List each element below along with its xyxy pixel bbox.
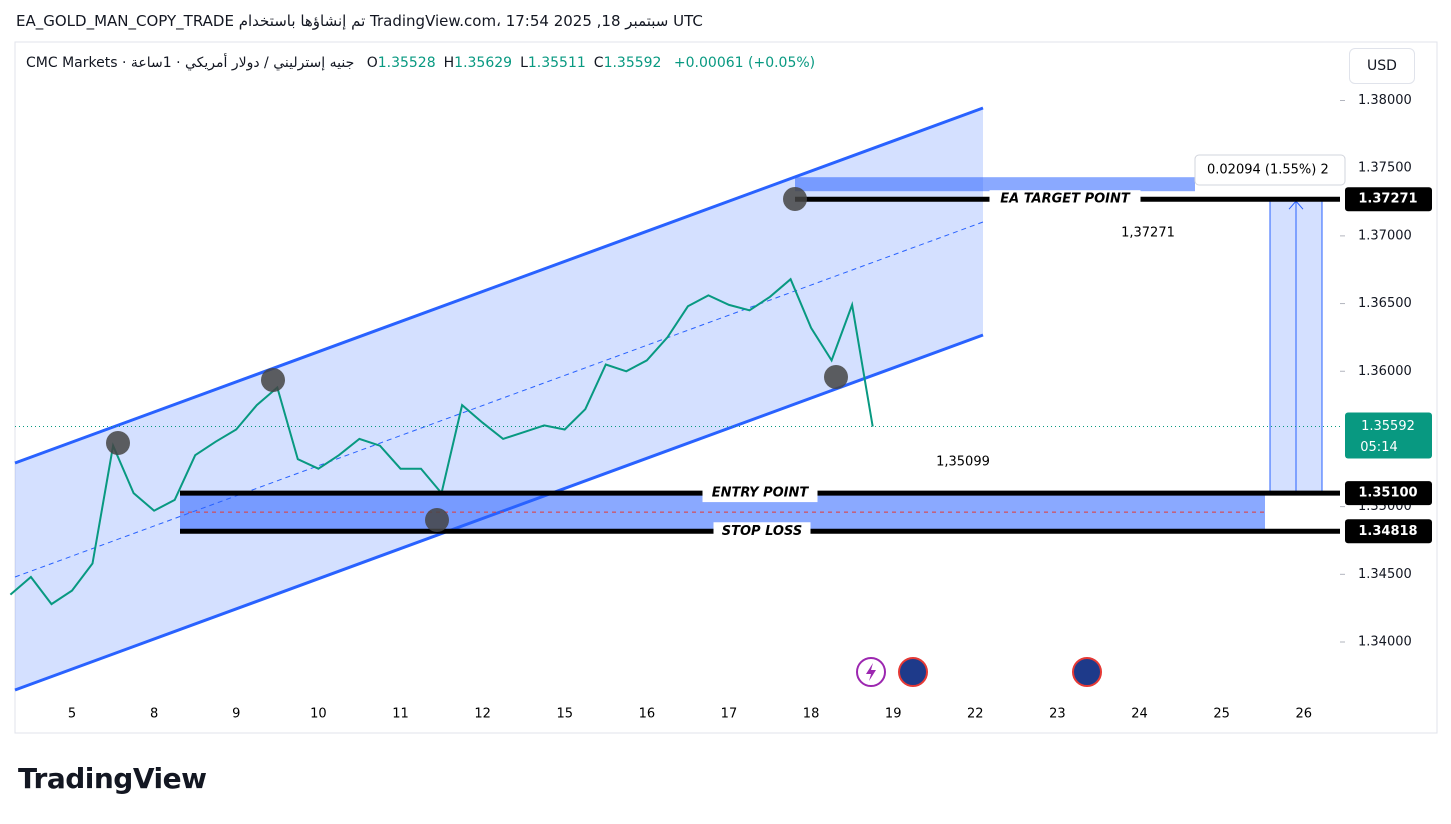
channel-upper [14,106,984,465]
ohlc: O1.35528 H1.35629 L1.35511 C1.35592 [359,55,662,71]
ohlc-label: L [520,55,528,71]
x-tick-label: 15 [556,707,573,722]
target-zone [795,177,1195,192]
x-tick-label: 8 [150,707,158,722]
chart-frame [14,41,1438,734]
price-tag [1345,481,1432,506]
x-tick-label: 18 [803,707,820,722]
ohlc-label: C [593,55,604,71]
annotation: 1,37271 [1121,226,1175,241]
ohlc-label: O [366,55,378,71]
x-tick-label: 12 [474,707,491,722]
y-tick-label: 1.38000 [1358,93,1412,108]
x-tick-label: 5 [68,707,76,722]
ohlc-value: 1.35511 [527,55,586,71]
event-icon-bolt [866,663,876,681]
measure-label: 0.02094 (1.55%) 2 [1207,163,1329,178]
last-price-tag [1345,412,1432,459]
currency-button[interactable]: USD [1349,48,1415,84]
event-icon [1072,657,1102,687]
event-icon [898,657,928,687]
price-tag-label: 1.35100 [1358,486,1417,501]
measure-label-bg [1194,154,1346,186]
y-tick-label: 1.36500 [1358,296,1412,311]
ohlc-value: 1.35629 [454,55,513,71]
ohlc-label: H [443,55,455,71]
x-tick-label: 23 [1049,707,1066,722]
level-label: STOP LOSS [722,524,802,539]
y-tick-label: 1.34000 [1358,635,1412,650]
y-tick-label: 1.37500 [1358,161,1412,176]
pivot-markers [106,187,848,532]
x-tick-label: 26 [1296,707,1313,722]
x-tick-label: 9 [232,707,240,722]
pivot [783,187,807,211]
header-title: EA_GOLD_MAN_COPY_TRADE تم إنشاؤها باستخد… [16,12,703,30]
y-tick-label: 1.37000 [1358,228,1412,243]
pivot [824,365,848,389]
last-price-label: 1.35592 [1361,419,1415,434]
level-label: ENTRY POINT [712,486,810,501]
x-tick-label: 16 [639,707,656,722]
price-tag-label: 1.34818 [1358,524,1417,539]
pivot [261,368,285,392]
logo: TradingView [18,762,207,795]
x-tick-label: 22 [967,707,984,722]
symbol: جنيه إسترليني / دولار أمريكي · 1ساعة · C… [26,55,355,71]
price-tag [1345,187,1432,212]
x-tick-label: 10 [310,707,327,722]
event-icons [856,657,1102,687]
channel-mid [14,221,984,578]
ohlc-value: 1.35592 [603,55,662,71]
pivot [106,431,130,455]
level-label-bg [702,484,818,503]
pivot [425,508,449,532]
change: +0.00061 (+0.05%) [673,55,816,71]
legend: جنيه إسترليني / دولار أمريكي · 1ساعة · C… [26,55,815,71]
ohlc-value: 1.35528 [377,55,436,71]
level-label-bg [713,522,811,541]
price-tag [1345,519,1432,544]
y-tick-label: 1.34500 [1358,567,1412,582]
x-tick-label: 24 [1131,707,1148,722]
countdown: 05:14 [1360,440,1397,455]
x-tick-label: 17 [721,707,738,722]
price-tag-label: 1.37271 [1358,192,1417,207]
annotation: 1,35099 [936,455,990,470]
level-label-bg [989,190,1141,209]
level-label: EA TARGET POINT [1000,192,1131,207]
y-tick-label: 1.36000 [1358,364,1412,379]
x-tick-label: 25 [1213,707,1230,722]
x-tick-label: 11 [392,707,409,722]
x-tick-label: 19 [885,707,902,722]
